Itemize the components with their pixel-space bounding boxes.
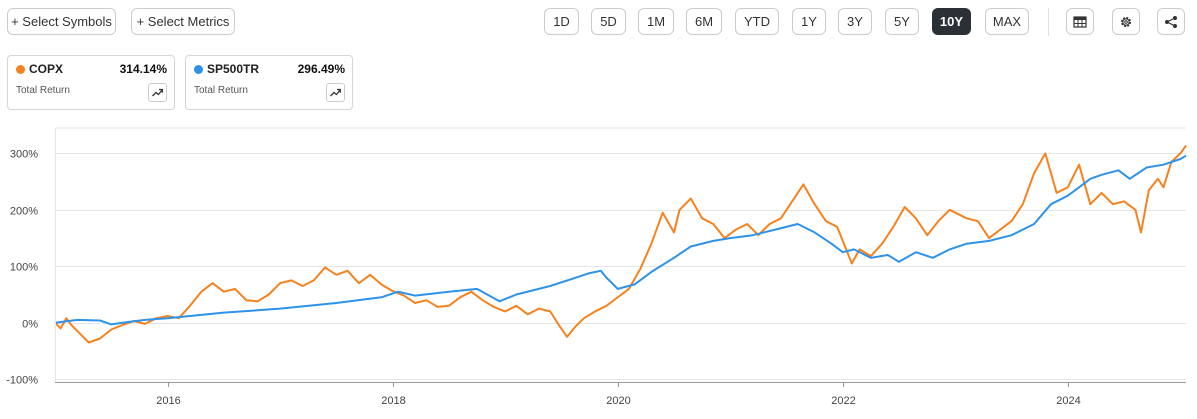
range-5y-button[interactable]: 5Y — [885, 8, 919, 35]
table-icon — [1073, 15, 1087, 28]
range-1d-button[interactable]: 1D — [544, 8, 579, 35]
range-6m-button[interactable]: 6M — [686, 8, 722, 35]
legend-value: 314.14% — [119, 62, 167, 76]
legend-card-sp500tr[interactable]: SP500TR 296.49% Total Return — [185, 55, 353, 110]
legend-symbol: SP500TR — [207, 62, 260, 76]
legend-card-copx[interactable]: COPX 314.14% Total Return — [7, 55, 175, 110]
toolbar-divider — [1048, 8, 1049, 36]
range-5d-button[interactable]: 5D — [591, 8, 626, 35]
toolbar: + Select Symbols + Select Metrics 1D 5D … — [0, 8, 1197, 36]
legend-value: 296.49% — [297, 62, 345, 76]
settings-button[interactable] — [1112, 8, 1140, 35]
y-tick-label: 0% — [22, 319, 38, 331]
x-tick-label: 2018 — [381, 395, 405, 407]
range-10y-button[interactable]: 10Y — [932, 8, 971, 35]
y-tick-label: 100% — [10, 262, 38, 274]
legend-subtitle: Total Return — [194, 85, 248, 96]
share-icon — [1165, 15, 1177, 28]
table-view-button[interactable] — [1066, 8, 1094, 35]
y-tick-label: 300% — [10, 149, 38, 161]
x-tick-label: 2022 — [831, 395, 855, 407]
performance-chart: 300% 200% 100% 0% -100% 2016 2018 2020 2022 2024 — [6, 127, 1187, 407]
series-color-dot — [194, 65, 203, 74]
legend-subtitle: Total Return — [16, 85, 70, 96]
y-tick-label: 200% — [10, 206, 38, 218]
share-button[interactable] — [1157, 8, 1185, 35]
x-tick-label: 2020 — [606, 395, 630, 407]
range-max-button[interactable]: MAX — [985, 8, 1029, 35]
select-symbols-button[interactable]: + Select Symbols — [7, 8, 116, 35]
range-ytd-button[interactable]: YTD — [735, 8, 779, 35]
trend-up-icon — [330, 88, 341, 97]
series-color-dot — [16, 65, 25, 74]
trend-up-icon — [152, 88, 163, 97]
trend-chart-button[interactable] — [326, 83, 345, 102]
range-1y-button[interactable]: 1Y — [792, 8, 826, 35]
select-metrics-button[interactable]: + Select Metrics — [131, 8, 235, 35]
y-tick-label: -100% — [6, 375, 38, 387]
series-line-copx — [54, 144, 1187, 344]
series-line-sp500tr — [54, 154, 1187, 326]
x-tick-label: 2016 — [156, 395, 180, 407]
trend-chart-button[interactable] — [148, 83, 167, 102]
range-1m-button[interactable]: 1M — [638, 8, 674, 35]
x-tick-label: 2024 — [1056, 395, 1080, 407]
range-3y-button[interactable]: 3Y — [838, 8, 872, 35]
legend-symbol: COPX — [29, 62, 64, 76]
gear-icon — [1120, 16, 1132, 27]
